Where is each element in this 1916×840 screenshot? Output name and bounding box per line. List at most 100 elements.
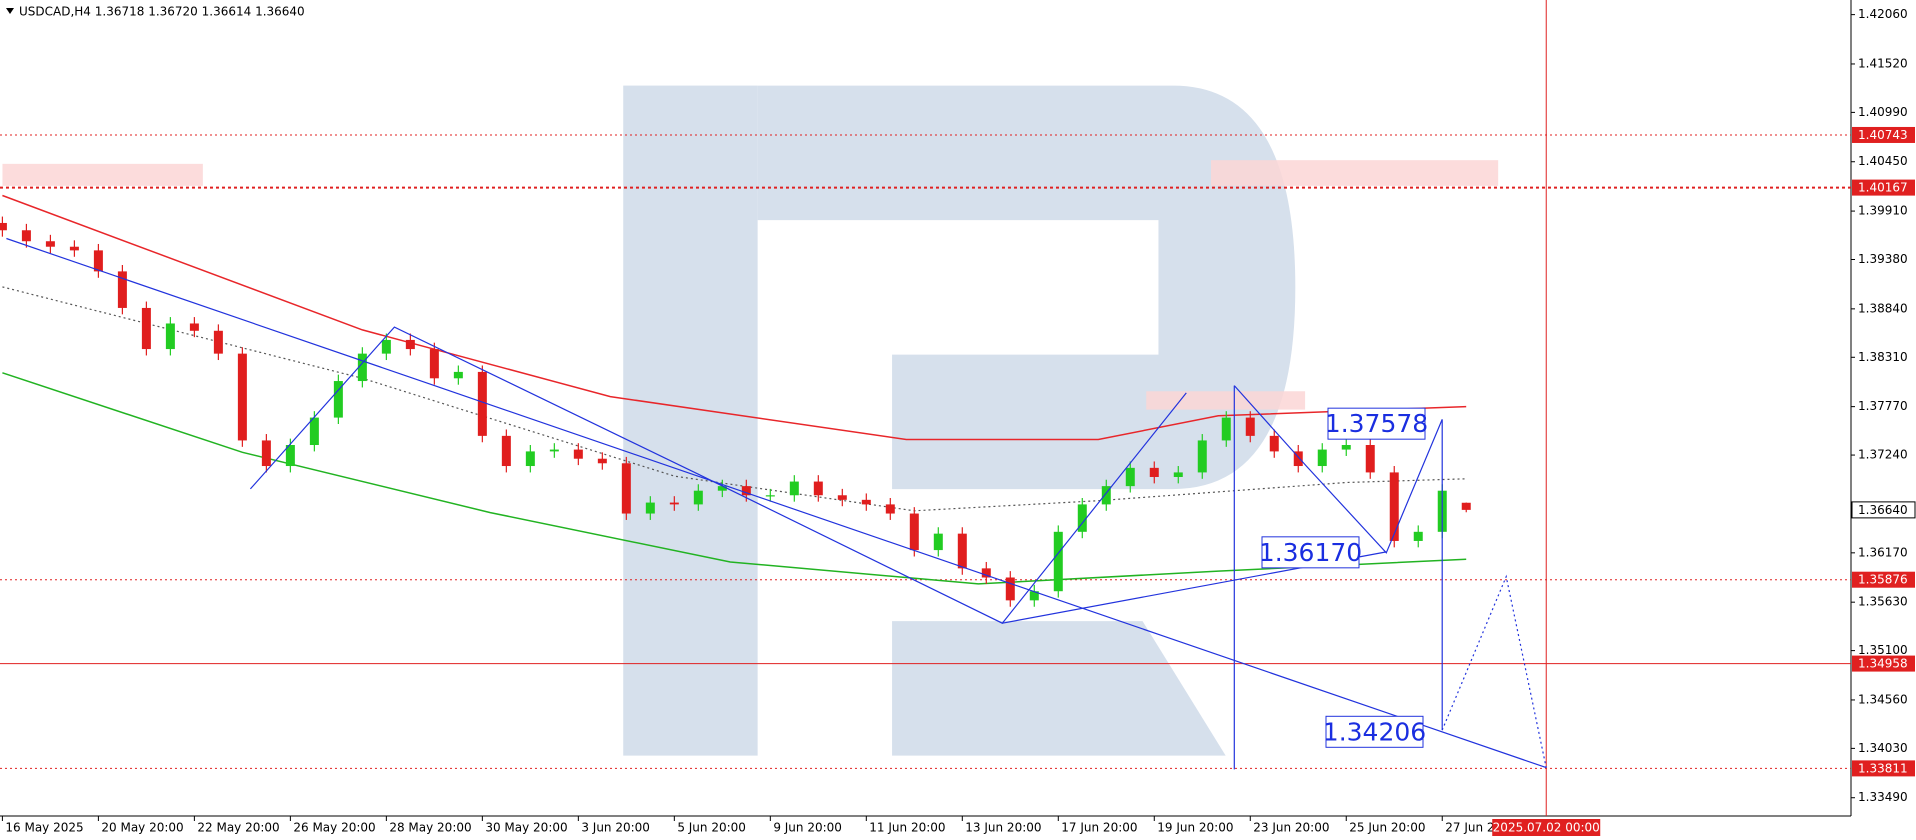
- candle-body: [909, 513, 919, 551]
- annotation-box: [1325, 715, 1424, 748]
- watermark-stem: [623, 85, 758, 756]
- annotation-box: [1261, 536, 1360, 569]
- x-tick-label: 28 May 20:00: [389, 821, 471, 835]
- candle-body: [309, 417, 319, 446]
- candle-body: [837, 495, 847, 500]
- candle-body: [45, 241, 55, 247]
- y-tick-label: 1.38310: [1858, 350, 1908, 364]
- level-label: 1.35876: [1858, 573, 1908, 587]
- y-tick-label: 1.40990: [1858, 105, 1908, 119]
- x-tick-label: 25 Jun 20:00: [1349, 821, 1425, 835]
- y-tick-label: 1.35630: [1858, 595, 1908, 609]
- candle-body: [453, 371, 463, 379]
- trend-drawing: [1233, 385, 1443, 554]
- x-tick-label: 27 Jun 2: [1445, 821, 1494, 835]
- candle-body: [717, 486, 727, 491]
- candle-body: [693, 490, 703, 505]
- watermark: [623, 85, 1296, 756]
- indicator-line: [2, 194, 1467, 441]
- candle-body: [1029, 591, 1039, 601]
- candle-body: [1365, 445, 1375, 473]
- candle-body: [1005, 577, 1015, 601]
- candle-body: [1317, 449, 1327, 467]
- candle-body: [1149, 467, 1159, 477]
- x-tick-label: 26 May 20:00: [293, 821, 375, 835]
- chart-title: USDCAD,H4 1.36718 1.36720 1.36614 1.3664…: [19, 5, 305, 19]
- candle-body: [1053, 531, 1063, 592]
- y-tick-label: 1.34030: [1858, 741, 1908, 755]
- level-label-bg: [1852, 571, 1915, 588]
- candle-body: [1413, 531, 1423, 541]
- candle-body: [1269, 435, 1279, 452]
- annotation-label: 1.34206: [1323, 717, 1426, 746]
- candle-body: [1197, 440, 1207, 473]
- x-tick-label: 5 Jun 20:00: [677, 821, 746, 835]
- zones: [2, 160, 1499, 410]
- x-tick-label: 11 Jun 20:00: [869, 821, 945, 835]
- candle-body: [285, 445, 295, 467]
- candle-body: [765, 495, 775, 497]
- time-marker-bg: [1492, 819, 1601, 836]
- candle-body: [117, 271, 127, 308]
- candle-body: [1341, 445, 1351, 450]
- candle-body: [525, 451, 535, 467]
- x-tick-label: 30 May 20:00: [485, 821, 567, 835]
- candle-body: [141, 307, 151, 350]
- candle-body: [573, 449, 583, 459]
- trend-drawing: [249, 326, 1187, 624]
- level-label-bg: [1852, 760, 1915, 777]
- candle-body: [933, 533, 943, 551]
- y-tick-label: 1.35100: [1858, 643, 1908, 657]
- watermark-leg: [892, 621, 1226, 756]
- candle-body: [237, 353, 247, 441]
- x-tick-label: 23 Jun 20:00: [1253, 821, 1329, 835]
- candle-body: [381, 339, 391, 354]
- time-marker-label: 2025.07.02 00:00: [1493, 821, 1600, 835]
- x-tick-label: 19 Jun 20:00: [1157, 821, 1233, 835]
- x-tick-label: 3 Jun 20:00: [581, 821, 650, 835]
- candle-body: [957, 533, 967, 569]
- candle-body: [21, 230, 31, 242]
- candle-body: [861, 499, 871, 505]
- candle-body: [93, 250, 103, 272]
- level-label: 1.33811: [1858, 761, 1908, 775]
- candle-body: [429, 349, 439, 379]
- candle-body: [1245, 417, 1255, 436]
- candle-body: [1077, 504, 1087, 532]
- level-label-bg: [1852, 126, 1915, 143]
- candle-body: [885, 504, 895, 514]
- candle-body: [1293, 451, 1303, 467]
- zone: [2, 163, 203, 186]
- candle-body: [1101, 486, 1111, 505]
- y-tick-label: 1.41520: [1858, 56, 1908, 70]
- y-tick-label: 1.38840: [1858, 301, 1908, 315]
- candle-body: [189, 323, 199, 331]
- watermark-bowl: [757, 85, 1296, 490]
- level-label-bg: [1852, 179, 1915, 196]
- x-tick-label: 9 Jun 20:00: [773, 821, 842, 835]
- candle-body: [981, 568, 991, 578]
- trend-drawing: [1441, 574, 1547, 768]
- level-label: 1.34958: [1858, 657, 1908, 671]
- candle-body: [549, 449, 559, 452]
- header-marker: [6, 8, 14, 14]
- candle-body: [333, 381, 343, 418]
- candle-body: [165, 323, 175, 350]
- candle-body: [1461, 502, 1471, 510]
- indicator-line: [2, 372, 1467, 585]
- y-tick-label: 1.34560: [1858, 692, 1908, 706]
- annotation-box: [1327, 407, 1426, 440]
- x-tick-label: 20 May 20:00: [101, 821, 183, 835]
- candle-body: [1221, 417, 1231, 441]
- candle-body: [597, 458, 607, 464]
- y-tick-label: 1.37770: [1858, 399, 1908, 413]
- candle-body: [213, 330, 223, 354]
- y-tick-label: 1.42060: [1858, 7, 1908, 21]
- candle-body: [1173, 472, 1183, 477]
- candle-body: [669, 502, 679, 505]
- x-tick-label: 22 May 20:00: [197, 821, 279, 835]
- candle-body: [789, 481, 799, 496]
- y-tick-label: 1.37240: [1858, 448, 1908, 462]
